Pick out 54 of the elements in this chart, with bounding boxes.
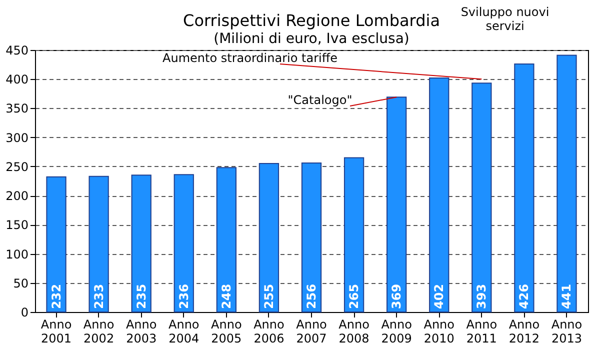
bar: [556, 54, 577, 312]
y-tick-label: 300: [6, 130, 28, 145]
bar: [174, 174, 194, 312]
y-tick-label: 450: [6, 44, 28, 58]
x-tick-label: Anno 2004: [168, 318, 200, 346]
bar: [46, 176, 66, 312]
data-label: 265: [347, 284, 362, 309]
y-tick-label: 100: [6, 247, 28, 262]
x-tick-label: Anno 2003: [126, 318, 157, 346]
bar: [344, 157, 364, 312]
data-label: 235: [134, 284, 148, 309]
bar: [514, 63, 534, 312]
y-tick-label: 50: [13, 276, 28, 290]
y-tick-label: 250: [6, 160, 28, 174]
annotation: Aumento straordinario tariffe: [162, 51, 338, 65]
data-label: 236: [176, 284, 191, 309]
x-tick-label: Anno 2009: [381, 318, 412, 346]
y-tick-label: 150: [6, 218, 28, 232]
y-tick-label: 400: [6, 72, 28, 87]
y-tick-label: 350: [6, 102, 28, 116]
chart-title: Corrispettivi Regione Lombardia: [183, 11, 440, 30]
y-tick-label: 200: [6, 189, 28, 204]
bar: [88, 176, 109, 312]
bar: [131, 174, 152, 312]
data-label: 232: [49, 284, 64, 309]
bar: [258, 163, 280, 312]
x-tick-label: Anno 2007: [296, 318, 327, 346]
data-label: 255: [262, 284, 276, 309]
data-label: 256: [304, 284, 318, 309]
x-tick-label: Anno 2002: [83, 318, 114, 346]
text: Sviluppo nuovi servizi: [460, 5, 550, 33]
x-tick-label: Anno 2012: [508, 318, 540, 346]
x-tick-label: Anno 2010: [424, 318, 454, 346]
bar: [429, 77, 450, 312]
bar: [216, 167, 236, 312]
bar: [386, 96, 407, 312]
x-tick-label: Anno 2013: [551, 318, 582, 346]
annotation: "Catalogo": [288, 93, 352, 107]
x-tick-label: Anno 2001: [40, 318, 72, 346]
chart-subtitle: (Milioni di euro, Iva esclusa): [214, 31, 410, 47]
data-label: 233: [92, 284, 106, 309]
data-label: 402: [432, 284, 446, 309]
x-tick-label: Anno 2005: [211, 318, 242, 346]
data-label: 441: [560, 284, 574, 309]
bar: [301, 162, 322, 312]
data-label: 393: [474, 284, 489, 309]
x-tick-label: Anno 2006: [254, 318, 284, 346]
y-tick-label: 0: [20, 306, 28, 320]
x-tick-label: Anno 2008: [338, 318, 370, 346]
data-label: 426: [517, 284, 532, 309]
x-tick-label: Anno 2011: [466, 318, 498, 346]
data-label: 248: [219, 284, 234, 309]
bar: [472, 82, 492, 312]
data-label: 369: [390, 284, 404, 309]
